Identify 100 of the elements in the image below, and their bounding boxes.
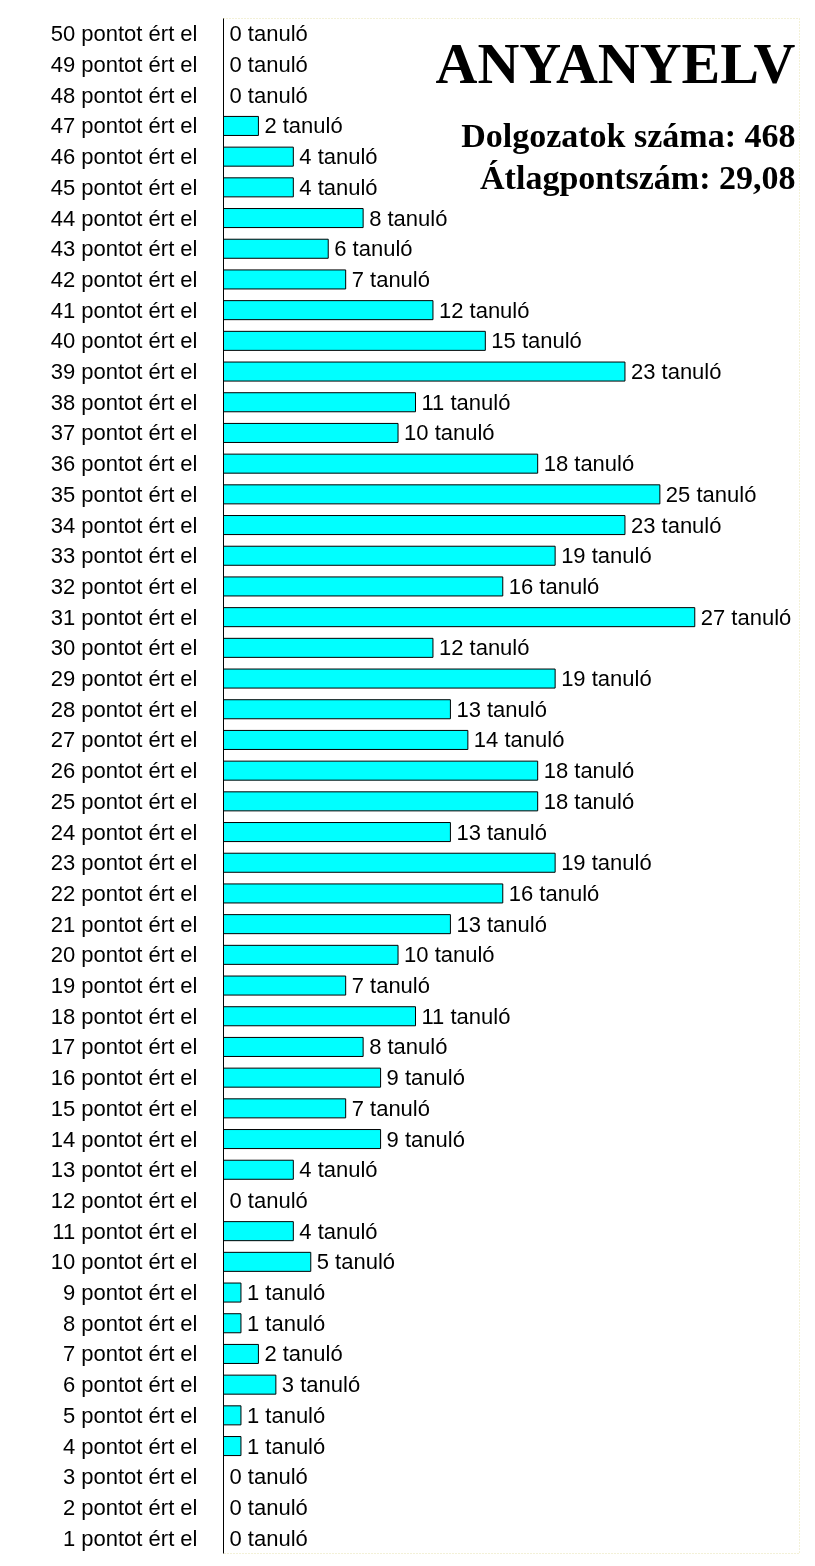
data-label: 0 tanuló — [229, 1464, 308, 1490]
y-tick-label: 19 pontot ért el — [50, 973, 198, 999]
data-label: 3 tanuló — [281, 1372, 361, 1398]
data-label: 2 tanuló — [264, 1341, 343, 1367]
data-label: 4 tanuló — [299, 174, 378, 200]
y-tick-label: 38 pontot ért el — [50, 389, 198, 415]
y-tick-label: 11 pontot ért el — [52, 1218, 198, 1244]
y-tick-label: 22 pontot ért el — [50, 880, 198, 906]
data-label: 25 tanuló — [665, 481, 757, 507]
data-label: 5 tanuló — [316, 1249, 396, 1275]
y-tick-label: 28 pontot ért el — [50, 696, 198, 722]
data-label: 19 tanuló — [561, 543, 652, 569]
y-tick-label: 36 pontot ért el — [50, 451, 198, 477]
data-label: 4 tanuló — [299, 144, 378, 170]
data-label: 18 tanuló — [543, 758, 635, 784]
y-tick-label: 8 pontot ért el — [62, 1310, 198, 1336]
y-tick-label: 32 pontot ért el — [50, 573, 198, 599]
y-tick-label: 12 pontot ért el — [50, 1187, 198, 1213]
y-tick-label: 4 pontot ért el — [62, 1433, 198, 1459]
data-label: 12 tanuló — [438, 297, 530, 323]
data-label: 0 tanuló — [229, 1494, 308, 1520]
data-label: 4 tanuló — [299, 1218, 378, 1244]
y-tick-label: 15 pontot ért el — [50, 1095, 198, 1121]
data-label: 15 tanuló — [491, 328, 582, 354]
y-tick-label: 3 pontot ért el — [62, 1464, 198, 1490]
data-label: 8 tanuló — [369, 1034, 448, 1060]
y-tick-label: 31 pontot ért el — [50, 604, 198, 630]
data-label: 11 tanuló — [421, 389, 511, 415]
data-label: 2 tanuló — [264, 113, 343, 139]
data-label: 13 tanuló — [456, 819, 547, 845]
data-label: 1 tanuló — [246, 1433, 326, 1459]
y-tick-label: 9 pontot ért el — [62, 1280, 198, 1306]
y-tick-label: 34 pontot ért el — [50, 512, 198, 538]
data-label: 16 tanuló — [508, 573, 600, 599]
y-tick-label: 29 pontot ért el — [50, 666, 198, 692]
data-label: 13 tanuló — [456, 696, 547, 722]
data-label: 8 tanuló — [369, 205, 448, 231]
y-tick-label: 25 pontot ért el — [50, 788, 198, 814]
y-tick-label: 47 pontot ért el — [50, 113, 198, 139]
data-label: 0 tanuló — [229, 52, 308, 78]
data-label: 1 tanuló — [246, 1280, 326, 1306]
y-tick-label: 21 pontot ért el — [50, 911, 198, 937]
data-label: 16 tanuló — [508, 880, 600, 906]
data-label: 1 tanuló — [246, 1310, 326, 1336]
y-tick-label: 20 pontot ért el — [50, 942, 198, 968]
y-tick-label: 45 pontot ért el — [50, 174, 198, 200]
y-tick-label: 39 pontot ért el — [50, 359, 198, 385]
data-label: 9 tanuló — [386, 1065, 465, 1091]
data-label: 14 tanuló — [473, 727, 565, 753]
y-tick-label: 5 pontot ért el — [62, 1402, 198, 1428]
data-label: 6 tanuló — [334, 236, 413, 262]
data-label: 23 tanuló — [630, 359, 722, 385]
y-tick-label: 30 pontot ért el — [50, 635, 198, 661]
y-tick-label: 41 pontot ért el — [50, 297, 198, 323]
data-label: 0 tanuló — [229, 1187, 308, 1213]
y-tick-label: 14 pontot ért el — [50, 1126, 198, 1152]
data-label: 19 tanuló — [561, 666, 652, 692]
data-label: 13 tanuló — [456, 911, 547, 937]
y-tick-label: 27 pontot ért el — [50, 727, 198, 753]
y-tick-label: 10 pontot ért el — [50, 1249, 198, 1275]
y-tick-label: 26 pontot ért el — [50, 758, 198, 784]
y-tick-label: 33 pontot ért el — [50, 543, 198, 569]
y-tick-label: 6 pontot ért el — [62, 1372, 198, 1398]
y-tick-label: 43 pontot ért el — [50, 236, 198, 262]
y-tick-label: 48 pontot ért el — [50, 82, 198, 108]
data-label: 19 tanuló — [561, 850, 652, 876]
y-tick-label: 13 pontot ért el — [50, 1157, 198, 1183]
data-label: 27 tanuló — [700, 604, 792, 630]
data-label: 7 tanuló — [351, 1095, 430, 1121]
y-tick-label: 2 pontot ért el — [62, 1494, 198, 1520]
y-tick-label: 40 pontot ért el — [50, 328, 198, 354]
y-tick-label: 49 pontot ért el — [50, 52, 198, 78]
data-label: 18 tanuló — [543, 451, 635, 477]
data-label: 11 tanuló — [421, 1003, 511, 1029]
y-tick-label: 44 pontot ért el — [50, 205, 198, 231]
y-tick-label: 17 pontot ért el — [50, 1034, 198, 1060]
data-label: 10 tanuló — [404, 942, 495, 968]
y-tick-label: 1 pontot ért el — [62, 1525, 198, 1551]
data-label: 9 tanuló — [386, 1126, 465, 1152]
data-label: 23 tanuló — [630, 512, 722, 538]
data-label: 10 tanuló — [404, 420, 495, 446]
data-label: 0 tanuló — [229, 82, 308, 108]
y-tick-label: 37 pontot ért el — [50, 420, 198, 446]
data-label: 12 tanuló — [438, 635, 530, 661]
data-label: 7 tanuló — [351, 973, 430, 999]
data-label: 0 tanuló — [229, 1525, 308, 1551]
y-tick-label: 23 pontot ért el — [50, 850, 198, 876]
y-tick-label: 7 pontot ért el — [62, 1341, 198, 1367]
data-label: 18 tanuló — [543, 788, 635, 814]
annotation: Átlagpontszám: 29,08 — [480, 158, 796, 196]
data-label: 4 tanuló — [299, 1157, 378, 1183]
y-tick-label: 16 pontot ért el — [50, 1065, 198, 1091]
data-label: 0 tanuló — [229, 21, 308, 47]
y-tick-label: 24 pontot ért el — [50, 819, 198, 845]
data-label: 1 tanuló — [246, 1402, 326, 1428]
text: Dolgozatok száma: 468 — [461, 116, 796, 154]
chart-title: ANYANYELV — [435, 30, 796, 96]
y-tick-label: 42 pontot ért el — [50, 266, 198, 292]
y-tick-label: 50 pontot ért el — [50, 21, 198, 47]
y-tick-label: 46 pontot ért el — [50, 144, 198, 170]
